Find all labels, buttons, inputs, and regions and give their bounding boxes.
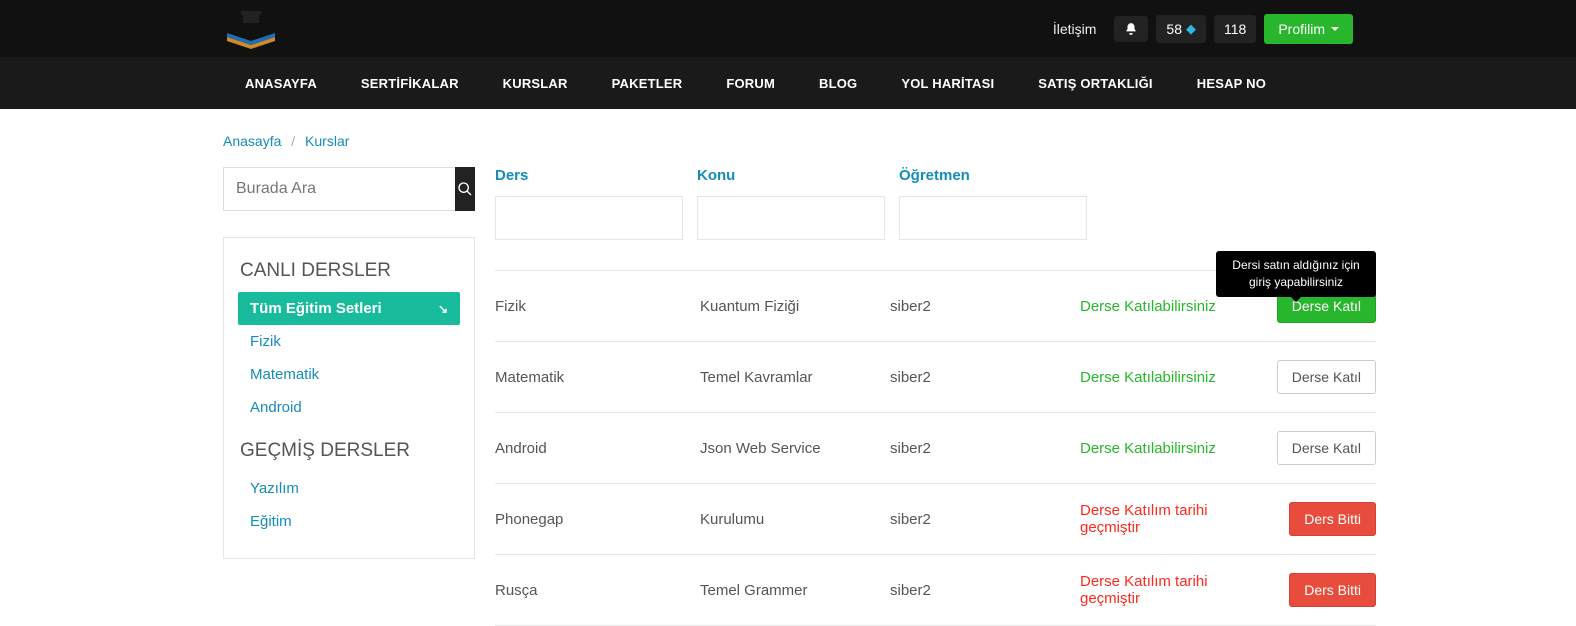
profile-label: Profilim: [1278, 21, 1325, 37]
filter-ogretmen-label: Öğretmen: [899, 167, 1087, 184]
cell-status: Derse Katılım tarihi geçmiştir: [1080, 502, 1264, 536]
cell-status: Derse Katılım tarihi geçmiştir: [1080, 573, 1264, 607]
cell-ogretmen: siber2: [890, 440, 1070, 457]
sidebar-item[interactable]: Eğitim: [238, 505, 460, 538]
arrow-icon: ↘: [438, 302, 448, 316]
chevron-down-icon: [1331, 27, 1339, 31]
sidebar-item[interactable]: Tüm Eğitim Setleri ↘: [238, 292, 460, 325]
bell-icon: [1124, 22, 1138, 36]
cell-status: Derse Katılabilirsiniz: [1080, 369, 1264, 386]
cell-status: Derse Katılabilirsiniz: [1080, 298, 1264, 315]
breadcrumb-current[interactable]: Kurslar: [305, 133, 349, 149]
tooltip: Dersi satın aldığınız için giriş yapabil…: [1216, 251, 1376, 297]
cell-action: Derse Katıl: [1274, 360, 1376, 394]
table-row: Android Json Web Service siber2 Derse Katıl…: [495, 413, 1376, 484]
table-row: Phonegap Kurulumu siber2 Derse Katılım tari…: [495, 484, 1376, 555]
sidebar-live-title: CANLI DERSLER: [240, 260, 460, 282]
cell-ders: Matematik: [495, 369, 690, 386]
nav-item[interactable]: FORUM: [704, 57, 797, 109]
cell-ders: Android: [495, 440, 690, 457]
cell-konu: Json Web Service: [700, 440, 880, 457]
table-row: Matematik Temel Kavramlar siber2 Derse Katı…: [495, 342, 1376, 413]
join-button[interactable]: Derse Katıl: [1277, 431, 1376, 465]
profile-dropdown[interactable]: Profilim: [1264, 14, 1353, 44]
sidebar-item[interactable]: Matematik: [238, 358, 460, 391]
filter-ders-input[interactable]: [495, 196, 683, 240]
cell-ders: Phonegap: [495, 511, 690, 528]
main-nav: ANASAYFASERTİFİKALARKURSLARPAKETLERFORUM…: [0, 57, 1576, 109]
cell-ogretmen: siber2: [890, 369, 1070, 386]
nav-item[interactable]: YOL HARİTASI: [879, 57, 1016, 109]
nav-item[interactable]: HESAP NO: [1175, 57, 1288, 109]
contact-link[interactable]: İletişim: [1043, 13, 1107, 45]
cell-action: Ders Bitti: [1274, 573, 1376, 607]
cell-konu: Kuantum Fiziği: [700, 298, 880, 315]
cell-ogretmen: siber2: [890, 582, 1070, 599]
nav-item[interactable]: PAKETLER: [590, 57, 705, 109]
nav-item[interactable]: SERTİFİKALAR: [339, 57, 481, 109]
filter-konu-input[interactable]: [697, 196, 885, 240]
nav-item[interactable]: BLOG: [797, 57, 879, 109]
cell-action: Derse Katıl: [1274, 431, 1376, 465]
nav-item[interactable]: KURSLAR: [481, 57, 590, 109]
notifications-button[interactable]: [1114, 16, 1148, 42]
sidebar-past-title: GEÇMİŞ DERSLER: [240, 440, 460, 462]
cell-status: Derse Katılabilirsiniz: [1080, 440, 1264, 457]
cell-ogretmen: siber2: [890, 298, 1070, 315]
breadcrumb: Anasayfa / Kurslar: [223, 109, 1353, 167]
gem-icon: ◆: [1186, 21, 1196, 37]
cell-konu: Temel Kavramlar: [700, 369, 880, 386]
breadcrumb-home[interactable]: Anasayfa: [223, 133, 281, 149]
cell-konu: Temel Grammer: [700, 582, 880, 599]
sidebar-item-label: Tüm Eğitim Setleri: [250, 300, 382, 317]
ended-button[interactable]: Ders Bitti: [1289, 502, 1376, 536]
sidebar-panel: CANLI DERSLER Tüm Eğitim Setleri ↘ FizikMa…: [223, 237, 475, 559]
brand-logo[interactable]: [223, 7, 279, 51]
topbar: İletişim 58 ◆ 118 Profilim: [0, 0, 1576, 57]
sidebar-item[interactable]: Yazılım: [238, 472, 460, 505]
cell-action: Ders Bitti: [1274, 502, 1376, 536]
sidebar-item[interactable]: Android: [238, 391, 460, 424]
ended-button[interactable]: Ders Bitti: [1289, 573, 1376, 607]
cell-ders: Rusça: [495, 582, 690, 599]
nav-item[interactable]: SATIŞ ORTAKLIĞI: [1016, 57, 1174, 109]
filter-konu-label: Konu: [697, 167, 885, 184]
filter-ogretmen-input[interactable]: [899, 196, 1087, 240]
filter-ders-label: Ders: [495, 167, 683, 184]
cell-ders: Fizik: [495, 298, 690, 315]
counter-2-value: 118: [1224, 21, 1246, 37]
table-row: Rusça Temel Grammer siber2 Derse Katılım ta…: [495, 555, 1376, 626]
gem-counter[interactable]: 58 ◆: [1156, 15, 1206, 43]
search-button[interactable]: [455, 167, 475, 211]
breadcrumb-separator: /: [291, 133, 295, 149]
cell-konu: Kurulumu: [700, 511, 880, 528]
search-icon: [457, 181, 473, 197]
sidebar-item[interactable]: Fizik: [238, 325, 460, 358]
counter-2[interactable]: 118: [1214, 15, 1256, 43]
cell-ogretmen: siber2: [890, 511, 1070, 528]
nav-item[interactable]: ANASAYFA: [223, 57, 339, 109]
gem-count-value: 58: [1166, 21, 1182, 37]
search-input[interactable]: [223, 167, 455, 211]
join-button[interactable]: Derse Katıl: [1277, 360, 1376, 394]
